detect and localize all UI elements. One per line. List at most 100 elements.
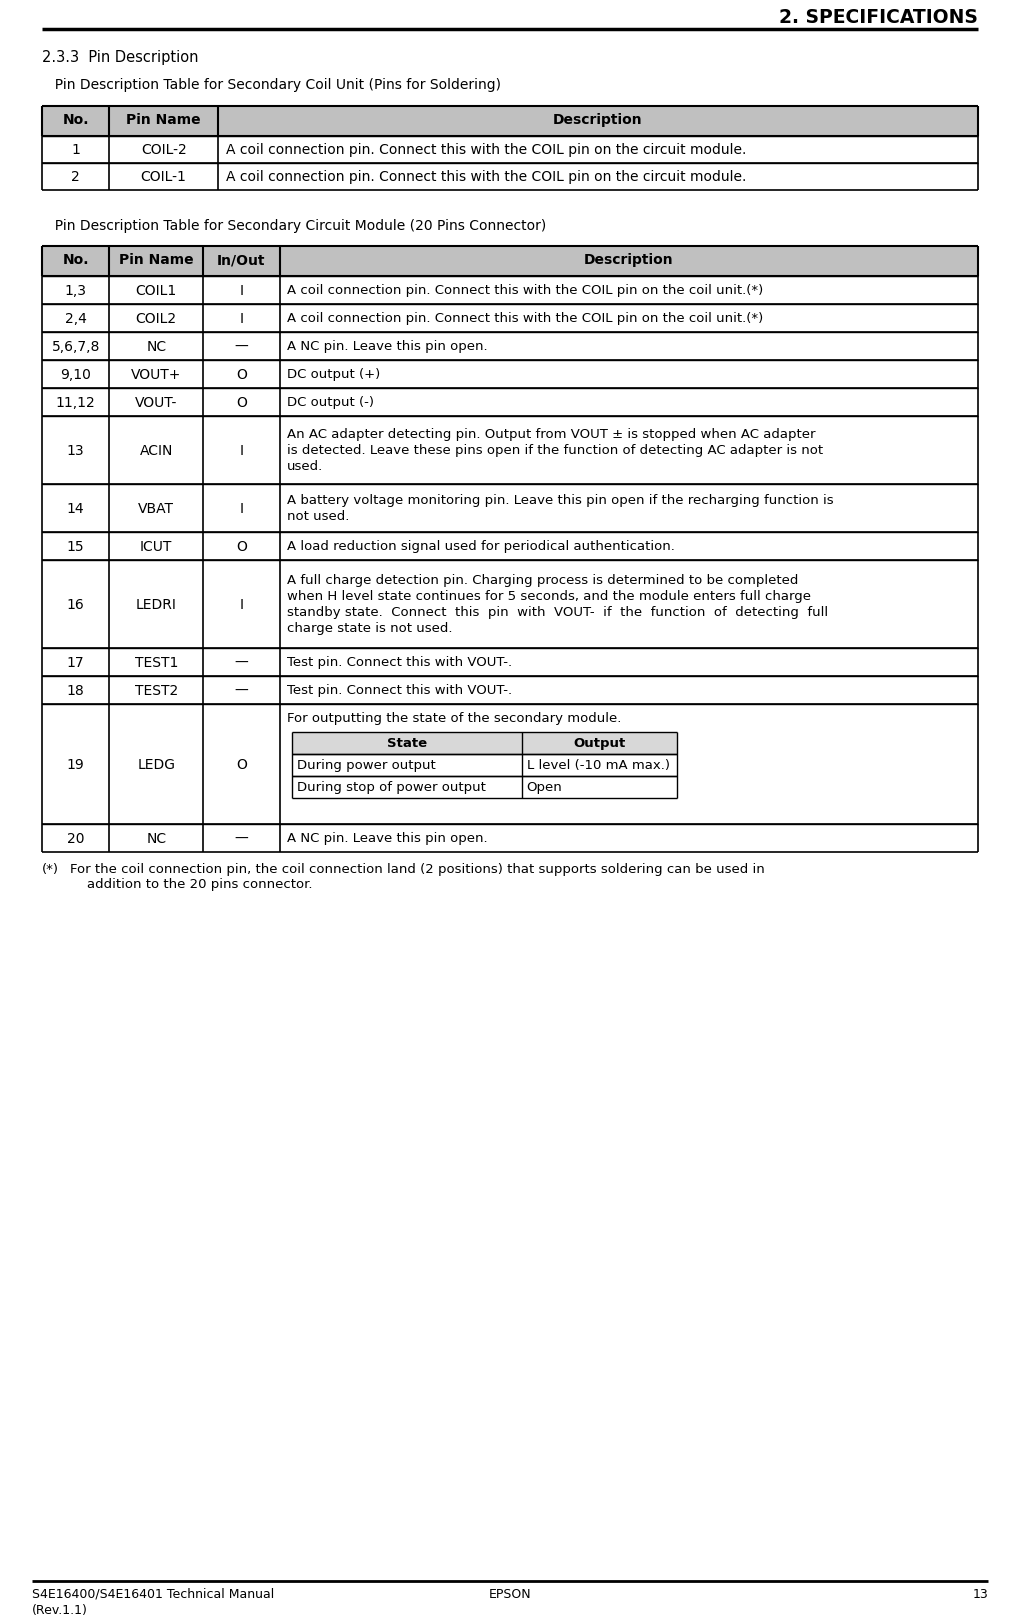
Bar (42, 136, 978, 164)
Text: 2. SPECIFICATIONS: 2. SPECIFICATIONS (779, 8, 978, 28)
Bar (42, 107, 978, 136)
Text: 1: 1 (72, 143, 80, 157)
Text: O: O (236, 540, 246, 553)
Text: —: — (234, 339, 248, 354)
Text: State: State (387, 737, 427, 750)
Text: 11,12: 11,12 (56, 396, 96, 409)
Text: No.: No. (63, 253, 89, 266)
Text: not used.: not used. (287, 510, 349, 523)
Bar (42, 532, 978, 560)
Text: DC output (+): DC output (+) (287, 368, 380, 381)
Bar (42, 560, 978, 649)
Text: S4E16400/S4E16401 Technical Manual: S4E16400/S4E16401 Technical Manual (32, 1587, 275, 1600)
Text: ICUT: ICUT (140, 540, 173, 553)
Text: LEDG: LEDG (137, 758, 175, 771)
Text: 19: 19 (67, 758, 85, 771)
Text: An AC adapter detecting pin. Output from VOUT ± is stopped when AC adapter: An AC adapter detecting pin. Output from… (287, 428, 815, 441)
Text: During power output: During power output (297, 758, 435, 771)
Text: I: I (239, 443, 243, 458)
Text: A coil connection pin. Connect this with the COIL pin on the coil unit.(*): A coil connection pin. Connect this with… (287, 284, 763, 297)
Text: O: O (236, 368, 246, 381)
Text: COIL2: COIL2 (135, 312, 177, 326)
Text: L level (-10 mA max.): L level (-10 mA max.) (527, 758, 670, 771)
Text: I: I (239, 597, 243, 612)
Bar (42, 360, 978, 390)
Text: used.: used. (287, 459, 323, 472)
Text: COIL-1: COIL-1 (140, 170, 187, 183)
Bar (292, 755, 677, 776)
Text: No.: No. (63, 114, 89, 127)
Text: TEST1: TEST1 (134, 656, 178, 670)
Bar (42, 247, 978, 278)
Text: VBAT: VBAT (138, 502, 174, 516)
Text: 2: 2 (72, 170, 80, 183)
Bar (42, 677, 978, 704)
Text: VOUT+: VOUT+ (131, 368, 182, 381)
Text: A coil connection pin. Connect this with the COIL pin on the coil unit.(*): A coil connection pin. Connect this with… (287, 312, 763, 325)
Text: 20: 20 (67, 831, 85, 846)
Text: I: I (239, 312, 243, 326)
Bar (42, 164, 978, 192)
Text: is detected. Leave these pins open if the function of detecting AC adapter is no: is detected. Leave these pins open if th… (287, 443, 823, 456)
Text: 13: 13 (973, 1587, 988, 1600)
Text: I: I (239, 284, 243, 297)
Text: Test pin. Connect this with VOUT-.: Test pin. Connect this with VOUT-. (287, 656, 512, 669)
Text: LEDRI: LEDRI (135, 597, 177, 612)
Text: 5,6,7,8: 5,6,7,8 (52, 339, 100, 354)
Text: During stop of power output: During stop of power output (297, 781, 486, 794)
Text: Test pin. Connect this with VOUT-.: Test pin. Connect this with VOUT-. (287, 683, 512, 696)
Text: 17: 17 (67, 656, 85, 670)
Bar (42, 649, 978, 677)
Text: O: O (236, 396, 246, 409)
Bar (42, 390, 978, 417)
Bar (292, 776, 677, 799)
Text: A battery voltage monitoring pin. Leave this pin open if the recharging function: A battery voltage monitoring pin. Leave … (287, 493, 833, 506)
Text: A NC pin. Leave this pin open.: A NC pin. Leave this pin open. (287, 339, 488, 352)
Text: ACIN: ACIN (139, 443, 173, 458)
Text: Output: Output (573, 737, 625, 750)
Text: COIL1: COIL1 (135, 284, 177, 297)
Text: Pin Name: Pin Name (119, 253, 194, 266)
Text: 9,10: 9,10 (61, 368, 91, 381)
Text: COIL-2: COIL-2 (140, 143, 187, 157)
Text: A load reduction signal used for periodical authentication.: A load reduction signal used for periodi… (287, 540, 675, 553)
Text: O: O (236, 758, 246, 771)
Text: A NC pin. Leave this pin open.: A NC pin. Leave this pin open. (287, 831, 488, 844)
Text: (Rev.1.1): (Rev.1.1) (32, 1604, 88, 1617)
Text: NC: NC (146, 339, 167, 354)
Text: —: — (234, 831, 248, 846)
Text: 16: 16 (67, 597, 85, 612)
Text: TEST2: TEST2 (134, 683, 178, 698)
Text: I: I (239, 502, 243, 516)
Text: A coil connection pin. Connect this with the COIL pin on the circuit module.: A coil connection pin. Connect this with… (226, 170, 746, 183)
Text: DC output (-): DC output (-) (287, 396, 374, 409)
Text: charge state is not used.: charge state is not used. (287, 622, 452, 635)
Bar (42, 704, 978, 824)
Text: 2,4: 2,4 (65, 312, 87, 326)
Text: when H level state continues for 5 seconds, and the module enters full charge: when H level state continues for 5 secon… (287, 589, 811, 602)
Text: 15: 15 (67, 540, 85, 553)
Bar (42, 485, 978, 532)
Text: For outputting the state of the secondary module.: For outputting the state of the secondar… (287, 711, 621, 724)
Bar (42, 305, 978, 333)
Text: Description: Description (584, 253, 674, 266)
Text: 2.3.3  Pin Description: 2.3.3 Pin Description (42, 50, 199, 65)
Bar (42, 333, 978, 360)
Text: In/Out: In/Out (217, 253, 266, 266)
Text: 18: 18 (67, 683, 85, 698)
Text: Pin Description Table for Secondary Coil Unit (Pins for Soldering): Pin Description Table for Secondary Coil… (46, 78, 501, 93)
Text: A coil connection pin. Connect this with the COIL pin on the circuit module.: A coil connection pin. Connect this with… (226, 143, 746, 157)
Text: A full charge detection pin. Charging process is determined to be completed: A full charge detection pin. Charging pr… (287, 573, 798, 586)
Text: —: — (234, 656, 248, 670)
Text: Pin Name: Pin Name (126, 114, 201, 127)
Text: EPSON: EPSON (489, 1587, 531, 1600)
Text: 13: 13 (67, 443, 85, 458)
Bar (292, 732, 677, 755)
Bar (42, 824, 978, 852)
Text: standby state.  Connect  this  pin  with  VOUT-  if  the  function  of  detectin: standby state. Connect this pin with VOU… (287, 605, 828, 618)
Bar (42, 278, 978, 305)
Text: —: — (234, 683, 248, 698)
Text: (*): (*) (42, 862, 59, 875)
Text: Pin Description Table for Secondary Circuit Module (20 Pins Connector): Pin Description Table for Secondary Circ… (46, 219, 546, 232)
Bar (42, 417, 978, 485)
